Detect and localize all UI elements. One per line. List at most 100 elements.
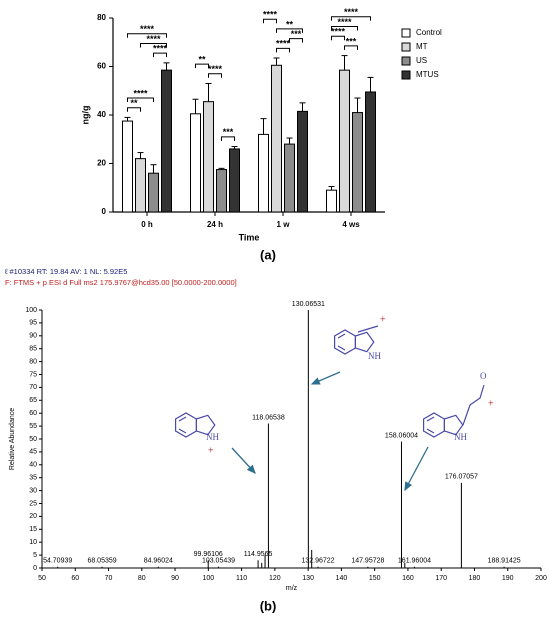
x-tick-label: 90 <box>171 575 179 582</box>
bar <box>326 189 337 213</box>
significance-bracket <box>344 45 358 50</box>
y-tick-label: 100 <box>25 307 37 314</box>
bar <box>284 143 295 213</box>
legend-swatch <box>401 56 411 66</box>
bar <box>271 64 282 213</box>
y-tick-label: 55 <box>29 423 37 430</box>
y-tick-label: 35 <box>29 475 37 482</box>
legend-swatch <box>401 28 411 38</box>
structure-label: O <box>480 371 487 381</box>
peak-label: 176.07057 <box>445 474 478 481</box>
y-tick-label: 80 <box>97 13 106 22</box>
structure-label: + <box>208 445 214 456</box>
bar <box>229 148 240 213</box>
x-tick-label: 50 <box>38 575 46 582</box>
y-tick-label: 40 <box>29 462 37 469</box>
y-axis-label: Relative Abundance <box>9 408 16 470</box>
panel-label: (a) <box>260 247 276 262</box>
peak-label: 132.96722 <box>301 558 334 565</box>
x-tick-label: 4 ws <box>342 220 360 229</box>
arrow <box>310 371 341 385</box>
significance-bracket <box>195 63 209 69</box>
peak-label: 99.96106 <box>194 551 223 558</box>
y-tick-label: 85 <box>29 346 37 353</box>
significance-bracket <box>276 47 290 53</box>
bar <box>161 69 172 213</box>
significance-label: **** <box>276 39 291 49</box>
bond <box>357 325 379 333</box>
peak-label: 54.70939 <box>43 558 72 565</box>
x-tick-label: 100 <box>202 575 214 582</box>
legend-swatch <box>401 42 411 52</box>
significance-label: **** <box>133 88 148 98</box>
legend-label: Control <box>416 28 442 37</box>
x-tick-label: 80 <box>138 575 146 582</box>
x-tick-label: 150 <box>369 575 381 582</box>
significance-label: **** <box>331 27 346 37</box>
x-tick-label: 1 w <box>277 220 291 229</box>
y-axis-label: ng/g <box>80 106 90 125</box>
significance-bracket <box>127 97 154 103</box>
y-tick-label: 60 <box>97 62 106 71</box>
peak-label: 147.95728 <box>351 558 384 565</box>
bar <box>135 158 146 213</box>
significance-bracket <box>127 33 167 38</box>
y-tick-label: 25 <box>29 500 37 507</box>
x-tick-label: 200 <box>535 575 547 582</box>
legend-swatch <box>401 70 411 80</box>
structure-label: NH <box>368 351 381 361</box>
bar <box>297 110 308 213</box>
y-tick-label: 10 <box>29 539 37 546</box>
x-tick-label: 70 <box>105 575 113 582</box>
bond <box>462 384 485 426</box>
bar <box>122 120 133 213</box>
peak-label: 130.06531 <box>292 301 325 308</box>
peak-label: 188.91425 <box>488 558 521 565</box>
bar <box>148 172 159 213</box>
significance-bracket <box>221 136 235 141</box>
peak-label: 118.06538 <box>252 414 285 421</box>
x-axis-label: Time <box>239 232 260 242</box>
bar <box>190 113 201 213</box>
y-tick-label: 65 <box>29 397 37 404</box>
significance-label: **** <box>263 10 278 20</box>
significance-label: *** <box>346 36 357 46</box>
significance-label: **** <box>337 17 352 27</box>
bar <box>339 69 350 213</box>
bar <box>352 112 363 213</box>
significance-bracket <box>331 35 345 41</box>
x-tick-label: 160 <box>402 575 414 582</box>
y-tick-label: 15 <box>29 526 37 533</box>
significance-bracket <box>331 25 358 31</box>
structure: NH + <box>310 314 386 385</box>
structure: NH + <box>175 412 256 474</box>
peak-label: 114.9565 <box>244 551 273 558</box>
panel-label: (b) <box>260 598 277 613</box>
y-tick-label: 40 <box>97 110 106 119</box>
x-tick-label: 140 <box>336 575 348 582</box>
structure-label: + <box>488 398 494 409</box>
x-tick-label: 110 <box>236 575 247 582</box>
x-tick-label: 24 h <box>207 220 223 229</box>
peak-label: 158.06004 <box>385 432 418 439</box>
spectrum-header: ℓ #10334 RT: 19.84 AV: 1 NL: 5.92E5 <box>4 267 127 276</box>
significance-label: *** <box>291 29 302 39</box>
arrow <box>404 446 429 492</box>
x-tick-label: 190 <box>502 575 514 582</box>
y-tick-label: 60 <box>29 410 37 417</box>
y-tick-label: 20 <box>29 513 37 520</box>
structure-label: NH <box>454 432 467 442</box>
y-tick-label: 50 <box>29 436 37 443</box>
significance-label: ** <box>130 98 138 108</box>
peak-label: 103.05439 <box>202 558 235 565</box>
arrow <box>231 447 256 474</box>
significance-label: ** <box>198 54 206 64</box>
y-tick-label: 90 <box>29 333 37 340</box>
x-tick-label: 170 <box>435 575 447 582</box>
y-tick-label: 75 <box>29 371 37 378</box>
y-tick-label: 95 <box>29 320 37 327</box>
bar <box>203 101 214 213</box>
structure-label: + <box>380 314 386 325</box>
significance-label: **** <box>153 44 168 54</box>
